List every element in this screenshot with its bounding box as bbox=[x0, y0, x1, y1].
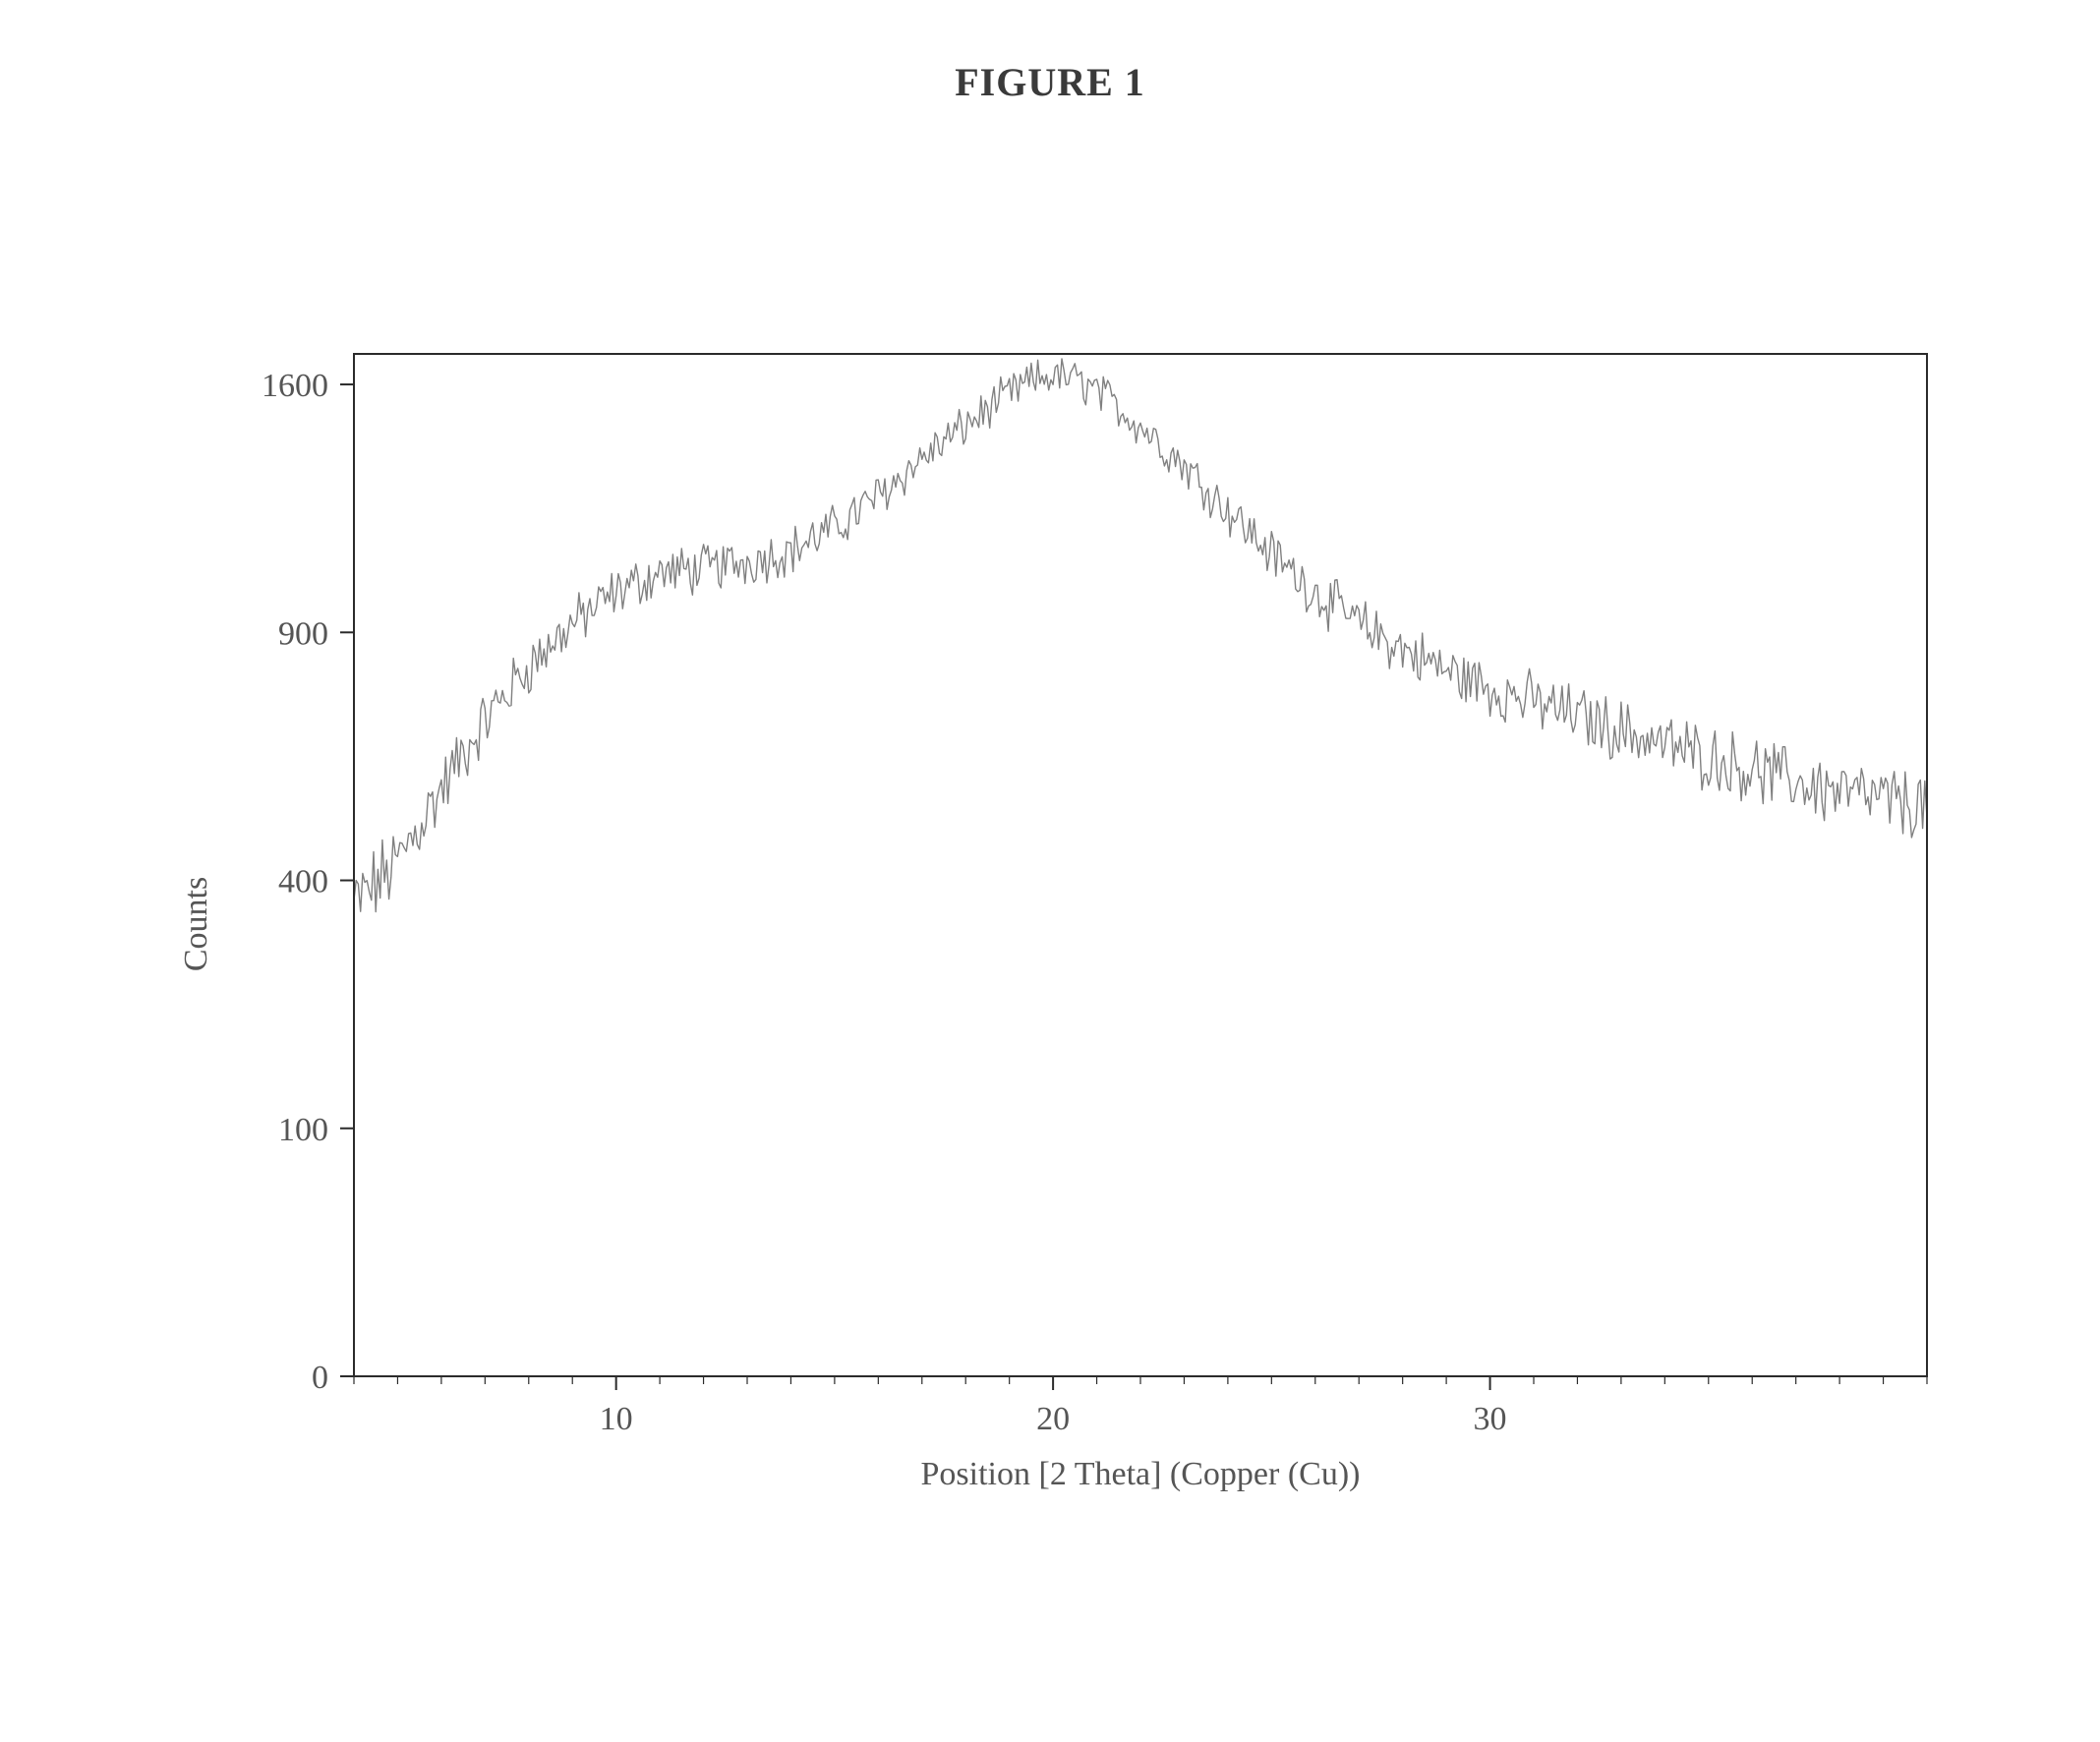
svg-text:400: 400 bbox=[278, 864, 328, 900]
svg-text:20: 20 bbox=[1036, 1401, 1070, 1437]
svg-text:30: 30 bbox=[1474, 1401, 1507, 1437]
svg-text:900: 900 bbox=[278, 615, 328, 652]
svg-text:0: 0 bbox=[312, 1360, 328, 1396]
xrd-chart: 0 100 400 900 1600 Counts 10 20 30 Position [2 Th… bbox=[157, 334, 1947, 1514]
page-root: FIGURE 1 0 100 400 900 1600 Counts 10 20 30 Posit… bbox=[0, 0, 2100, 1742]
chart-svg: 0 100 400 900 1600 Counts 10 20 30 Position [2 Th… bbox=[157, 334, 1947, 1514]
y-axis-label: Counts bbox=[178, 877, 214, 971]
x-axis-label: Position [2 Theta] (Copper (Cu)) bbox=[921, 1456, 1361, 1492]
svg-text:100: 100 bbox=[278, 1112, 328, 1148]
figure-title: FIGURE 1 bbox=[0, 59, 2100, 105]
svg-text:1600: 1600 bbox=[262, 368, 328, 404]
svg-text:10: 10 bbox=[600, 1401, 633, 1437]
